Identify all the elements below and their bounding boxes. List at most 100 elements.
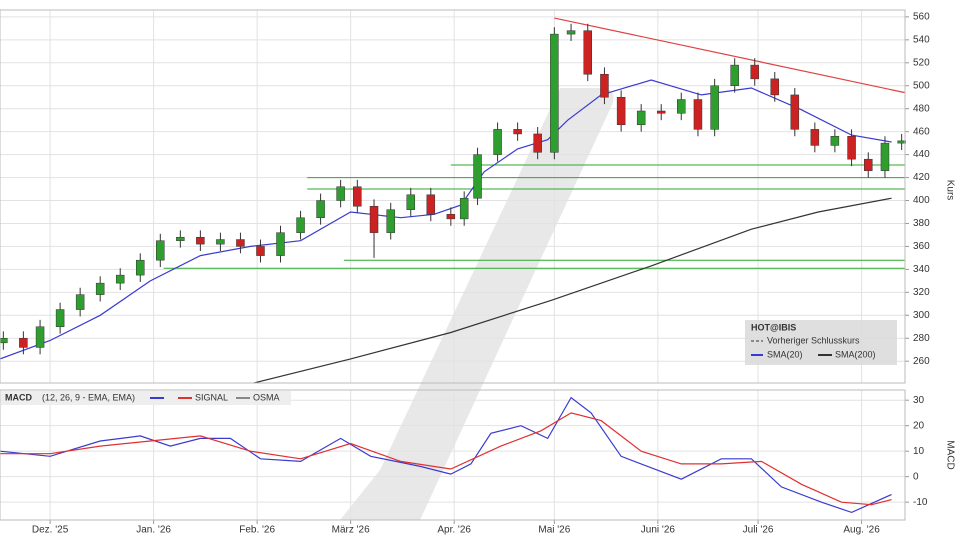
y-tick-label: 260	[913, 356, 930, 367]
y-tick-label: 440	[913, 149, 930, 160]
candle-body	[880, 142, 890, 171]
candle-body	[136, 259, 145, 276]
y-tick-label: 280	[913, 333, 930, 344]
macd-legend-box	[1, 391, 291, 405]
y-tick-label: 360	[913, 241, 930, 252]
candle-body	[256, 246, 265, 256]
candle-body	[296, 217, 305, 233]
candle-body	[426, 194, 436, 215]
y-tick-label: 420	[913, 172, 930, 183]
candle-body	[369, 206, 379, 233]
x-tick-label: Mai '26	[538, 525, 570, 536]
legend: HOT@IBIS Vorheriger Schlusskurs SMA(20) …	[745, 320, 897, 365]
x-tick-label: Juli '26	[743, 525, 774, 536]
macd-legend: MACD (12, 26, 9 - EMA, EMA) SIGNAL OSMA	[1, 391, 291, 405]
macd-label: MACD	[5, 392, 32, 402]
candle-body	[19, 337, 28, 348]
y-tick-label: 340	[913, 264, 930, 275]
y-tick-label: 560	[913, 12, 930, 23]
candle-body	[790, 94, 800, 130]
y-tick-label: 320	[913, 287, 930, 298]
macd-params: (12, 26, 9 - EMA, EMA)	[42, 392, 135, 402]
y-tick-label: 30	[913, 395, 925, 406]
y-tick-label: 480	[913, 103, 930, 114]
legend-symbol: HOT@IBIS	[751, 322, 796, 332]
y-tick-label: 380	[913, 218, 930, 229]
x-tick-label: Feb. '26	[239, 525, 275, 536]
price-axis-title: Kurs	[944, 180, 955, 201]
watermark	[340, 88, 614, 520]
y-tick-label: 400	[913, 195, 930, 206]
candle-body	[693, 99, 703, 130]
candle-body	[316, 200, 325, 218]
x-tick-label: Aug. '26	[843, 525, 880, 536]
candle-body	[493, 129, 502, 155]
candle-body	[550, 33, 559, 153]
candle-body	[810, 129, 820, 146]
candle-body	[513, 129, 522, 135]
candle-body	[636, 110, 646, 126]
series-line	[0, 412, 892, 506]
candle-body	[864, 158, 873, 171]
y-tick-label: 0	[913, 471, 919, 482]
candle-body	[176, 236, 185, 241]
y-tick-label: 460	[913, 126, 930, 137]
y-tick-label: 20	[913, 420, 925, 431]
candle-body	[473, 154, 482, 199]
candle-body	[406, 194, 416, 210]
axes: 2602803003203403603804004204404604805005…	[32, 12, 930, 536]
candle-body	[656, 110, 666, 114]
y-tick-label: -10	[913, 497, 928, 508]
candle-body	[35, 326, 45, 348]
candle-body	[75, 294, 85, 310]
candle-body	[600, 74, 609, 98]
y-tick-label: 540	[913, 34, 930, 45]
candle-body	[216, 239, 225, 245]
candle-body	[115, 274, 125, 284]
candle-body	[95, 282, 105, 295]
candle-body	[156, 240, 165, 261]
series-line	[253, 197, 892, 384]
series-line	[0, 396, 892, 514]
price-frame	[0, 9, 906, 384]
y-tick-label: 520	[913, 57, 930, 68]
x-tick-label: März '26	[332, 525, 370, 536]
trend-line	[554, 17, 906, 94]
candle-body	[897, 140, 906, 144]
candle-body	[750, 64, 759, 80]
legend-label: Vorheriger Schlusskurs	[767, 335, 860, 345]
candle-body	[730, 64, 739, 86]
series-line	[0, 79, 892, 360]
candle-body	[847, 135, 856, 160]
legend-box	[745, 320, 897, 365]
candle-body	[616, 96, 626, 126]
candle-body	[353, 186, 362, 207]
candle-body	[830, 135, 840, 146]
macd-axis-title: MACD	[944, 440, 955, 469]
legend-label: SMA(20)	[767, 349, 803, 359]
candle-body	[336, 186, 345, 201]
y-tick-label: 500	[913, 80, 930, 91]
candle-body	[677, 99, 686, 114]
marks	[0, 17, 906, 514]
candle-body	[459, 197, 469, 220]
y-tick-label: 300	[913, 310, 930, 321]
candle-body	[55, 309, 65, 328]
candle-body	[583, 30, 592, 75]
x-tick-label: Juni '26	[641, 525, 676, 536]
candle-body	[386, 209, 395, 233]
candle-body	[0, 337, 8, 344]
macd-frame	[0, 389, 906, 521]
x-tick-label: Jan. '26	[136, 525, 171, 536]
y-tick-label: 10	[913, 446, 925, 457]
candle-body	[770, 78, 780, 96]
candle-body	[446, 214, 456, 220]
candle-body	[276, 232, 285, 256]
x-tick-label: Apr. '26	[437, 525, 471, 536]
x-tick-label: Dez. '25	[32, 525, 69, 536]
legend-label: SMA(200)	[835, 349, 876, 359]
legend-label: SIGNAL	[195, 392, 228, 402]
candle-body	[533, 133, 542, 153]
candle-body	[566, 30, 576, 35]
